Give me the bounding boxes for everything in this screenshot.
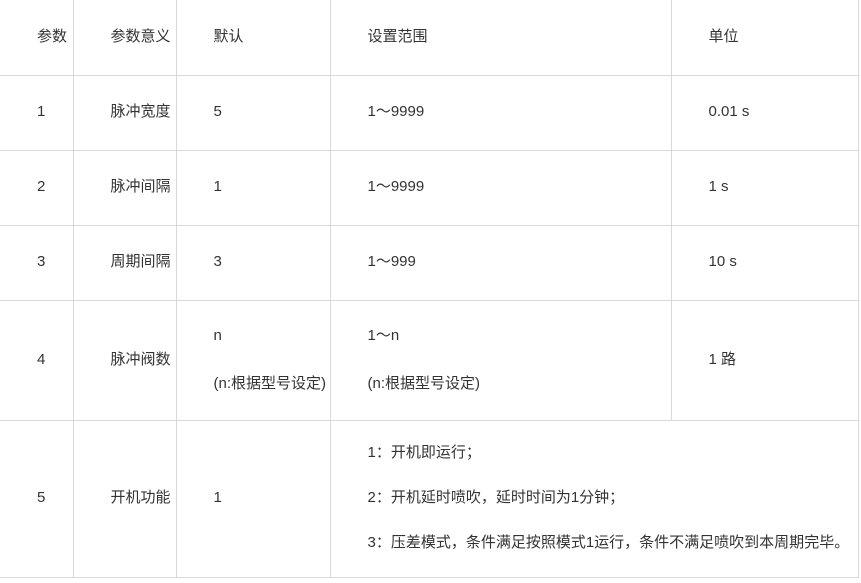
range-cell: 1～n (n:根据型号设定)	[330, 300, 672, 421]
meaning-cell: 脉冲宽度	[73, 75, 177, 151]
default-cell: 1	[176, 150, 331, 226]
default-cell: 1	[176, 420, 331, 578]
cell-line: 2：开机延时喷吹，延时时间为1分钟；	[367, 489, 625, 507]
cell-line: 3：压差模式，条件满足按照模式1运行，条件不满足喷吹到本周期完毕。	[367, 533, 850, 551]
header-default: 默认	[176, 0, 331, 76]
unit-cell: 1 路	[671, 300, 859, 421]
param-cell: 1	[0, 75, 74, 151]
default-cell: 5	[176, 75, 331, 151]
header-row: 参数 参数意义 默认 设置范围 单位	[0, 0, 859, 76]
range-cell: 1～9999	[330, 150, 672, 226]
header-range: 设置范围	[330, 0, 672, 76]
meaning-cell: 开机功能	[73, 420, 177, 578]
unit-cell: 0.01 s	[671, 75, 859, 151]
table-row: 1 脉冲宽度 5 1～9999 0.01 s	[0, 75, 859, 151]
cell-line: 1～n	[367, 326, 400, 344]
param-cell: 5	[0, 420, 74, 578]
unit-cell: 10 s	[671, 225, 859, 301]
param-cell: 2	[0, 150, 74, 226]
header-meaning: 参数意义	[73, 0, 177, 76]
cell-line: (n:根据型号设定)	[213, 374, 327, 392]
range-cell: 1～999	[330, 225, 672, 301]
param-cell: 3	[0, 225, 74, 301]
table-row: 2 脉冲间隔 1 1～9999 1 s	[0, 150, 859, 226]
param-cell: 4	[0, 300, 74, 421]
meaning-cell: 周期间隔	[73, 225, 177, 301]
default-cell: n (n:根据型号设定)	[176, 300, 331, 421]
table-row: 5 开机功能 1 1：开机即运行； 2：开机延时喷吹，延时时间为1分钟； 3：压…	[0, 420, 859, 578]
range-unit-merged-cell: 1：开机即运行； 2：开机延时喷吹，延时时间为1分钟； 3：压差模式，条件满足按…	[330, 420, 859, 578]
header-unit: 单位	[671, 0, 859, 76]
meaning-cell: 脉冲间隔	[73, 150, 177, 226]
cell-line: 1：开机即运行；	[367, 444, 481, 462]
unit-cell: 1 s	[671, 150, 859, 226]
table-row: 4 脉冲阀数 n (n:根据型号设定) 1～n (n:根据型号设定) 1 路	[0, 300, 859, 421]
table-row: 3 周期间隔 3 1～999 10 s	[0, 225, 859, 301]
meaning-cell: 脉冲阀数	[73, 300, 177, 421]
cell-line: (n:根据型号设定)	[367, 374, 481, 392]
cell-line: n	[213, 326, 222, 344]
default-cell: 3	[176, 225, 331, 301]
header-param: 参数	[0, 0, 74, 76]
range-cell: 1～9999	[330, 75, 672, 151]
